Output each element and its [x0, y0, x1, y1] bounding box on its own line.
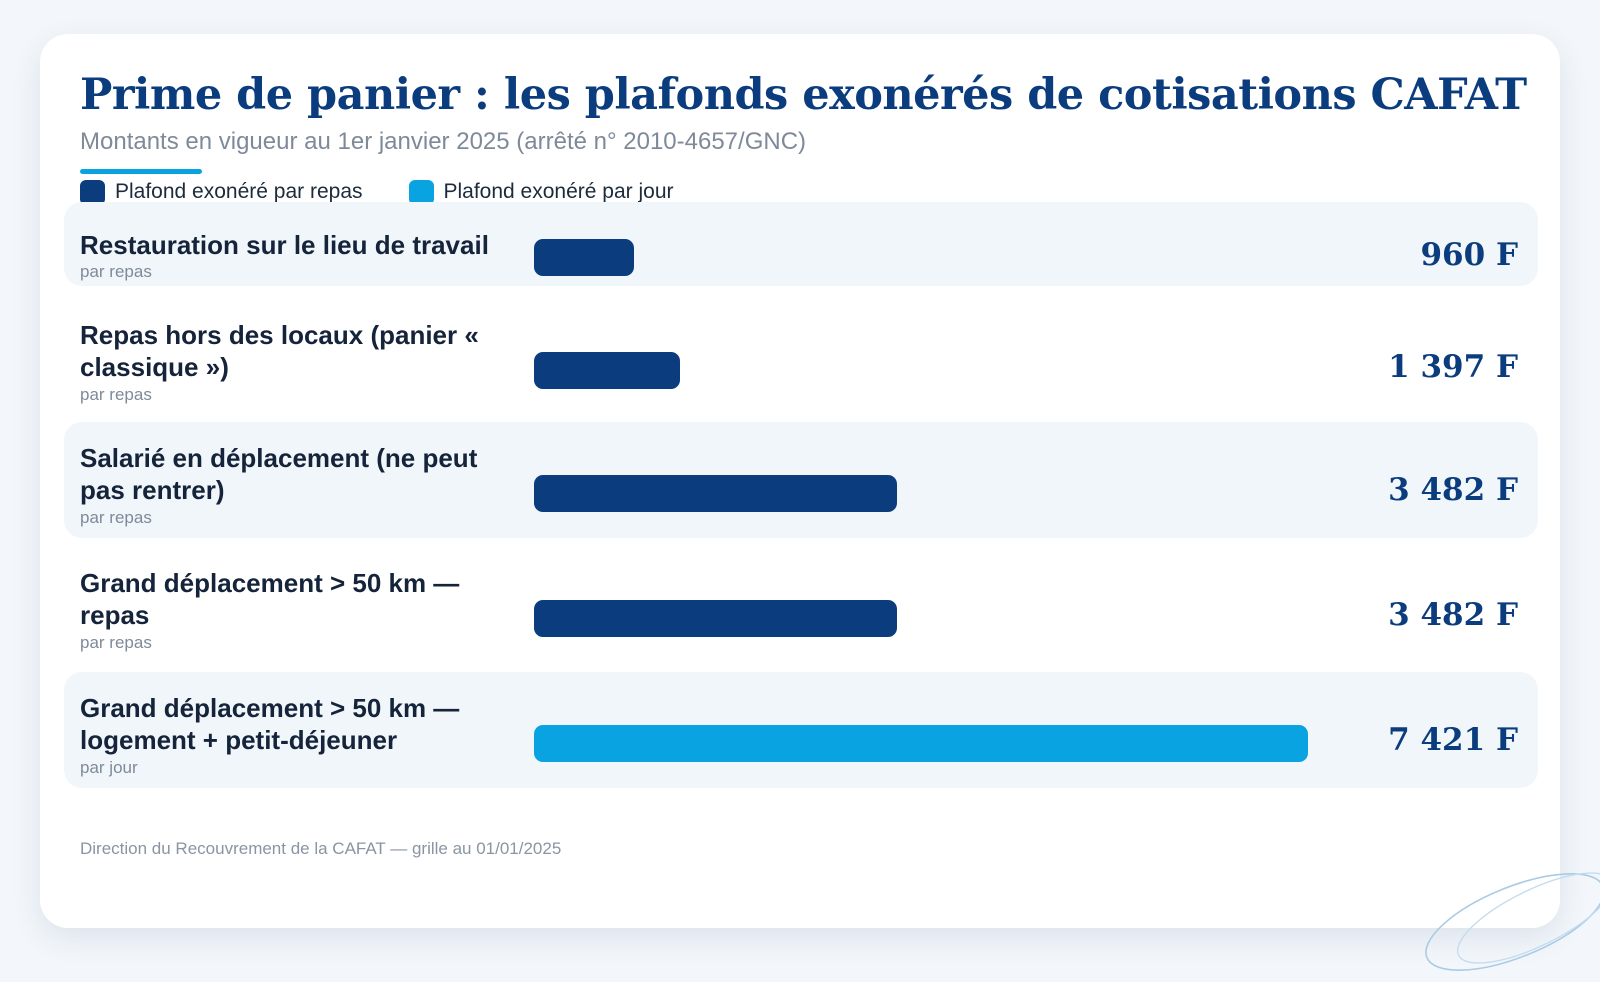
bar — [534, 475, 897, 512]
bar-unit-label: par repas — [80, 633, 152, 652]
chart-footer: Direction du Recouvrement de la CAFAT — … — [80, 839, 562, 858]
legend-swatch-par-repas — [80, 179, 105, 205]
bar-value-label: 7 421 F — [1388, 722, 1518, 758]
bar-value-label: 3 482 F — [1388, 597, 1518, 633]
bar-category-label: Grand déplacement > 50 km — logement + p… — [80, 693, 460, 755]
legend-label-par-jour: Plafond exonéré par jour — [443, 180, 674, 203]
bar-category-label: Restauration sur le lieu de travail — [80, 230, 489, 260]
bar-row: Grand déplacement > 50 km — logement + p… — [64, 672, 1538, 788]
chart-card: Prime de panier : les plafonds exonérés … — [40, 34, 1560, 928]
bar-value-label: 3 482 F — [1388, 472, 1518, 508]
bar — [534, 725, 1308, 762]
bar-row: Grand déplacement > 50 km — repas par rep… — [64, 547, 1538, 663]
legend-item-par-repas: Plafond exonéré par repas — [80, 179, 363, 205]
bar-unit-label: par repas — [80, 508, 152, 527]
bar-value-label: 1 397 F — [1388, 349, 1518, 385]
bar-row: Salarié en déplacement (ne peut pas rent… — [64, 422, 1538, 538]
decorative-ellipses — [1425, 872, 1600, 971]
title-accent-line — [80, 169, 202, 174]
bar — [534, 600, 897, 637]
bar-row: Restauration sur le lieu de travail par r… — [64, 202, 1538, 286]
legend-item-par-jour: Plafond exonéré par jour — [408, 179, 674, 205]
legend-label-par-repas: Plafond exonéré par repas — [115, 180, 363, 203]
legend: Plafond exonéré par repas Plafond exonér… — [80, 178, 674, 206]
bar-category-label: Repas hors des locaux (panier « classiqu… — [80, 320, 479, 382]
bar-unit-label: par repas — [80, 385, 152, 404]
bar-unit-label: par repas — [80, 262, 152, 281]
bar — [534, 352, 680, 389]
bar-category-label: Salarié en déplacement (ne peut pas rent… — [80, 443, 478, 505]
bar-unit-label: par jour — [80, 758, 138, 777]
legend-swatch-par-jour — [408, 179, 434, 205]
bar-value-label: 960 F — [1420, 237, 1518, 273]
chart-title: Prime de panier : les plafonds exonérés … — [80, 70, 1527, 120]
chart-subtitle: Montants en vigueur au 1er janvier 2025 … — [80, 128, 807, 155]
bar-category-label: Grand déplacement > 50 km — repas — [80, 568, 460, 630]
bar — [534, 239, 634, 276]
bar-row: Repas hors des locaux (panier « classiqu… — [64, 299, 1538, 415]
